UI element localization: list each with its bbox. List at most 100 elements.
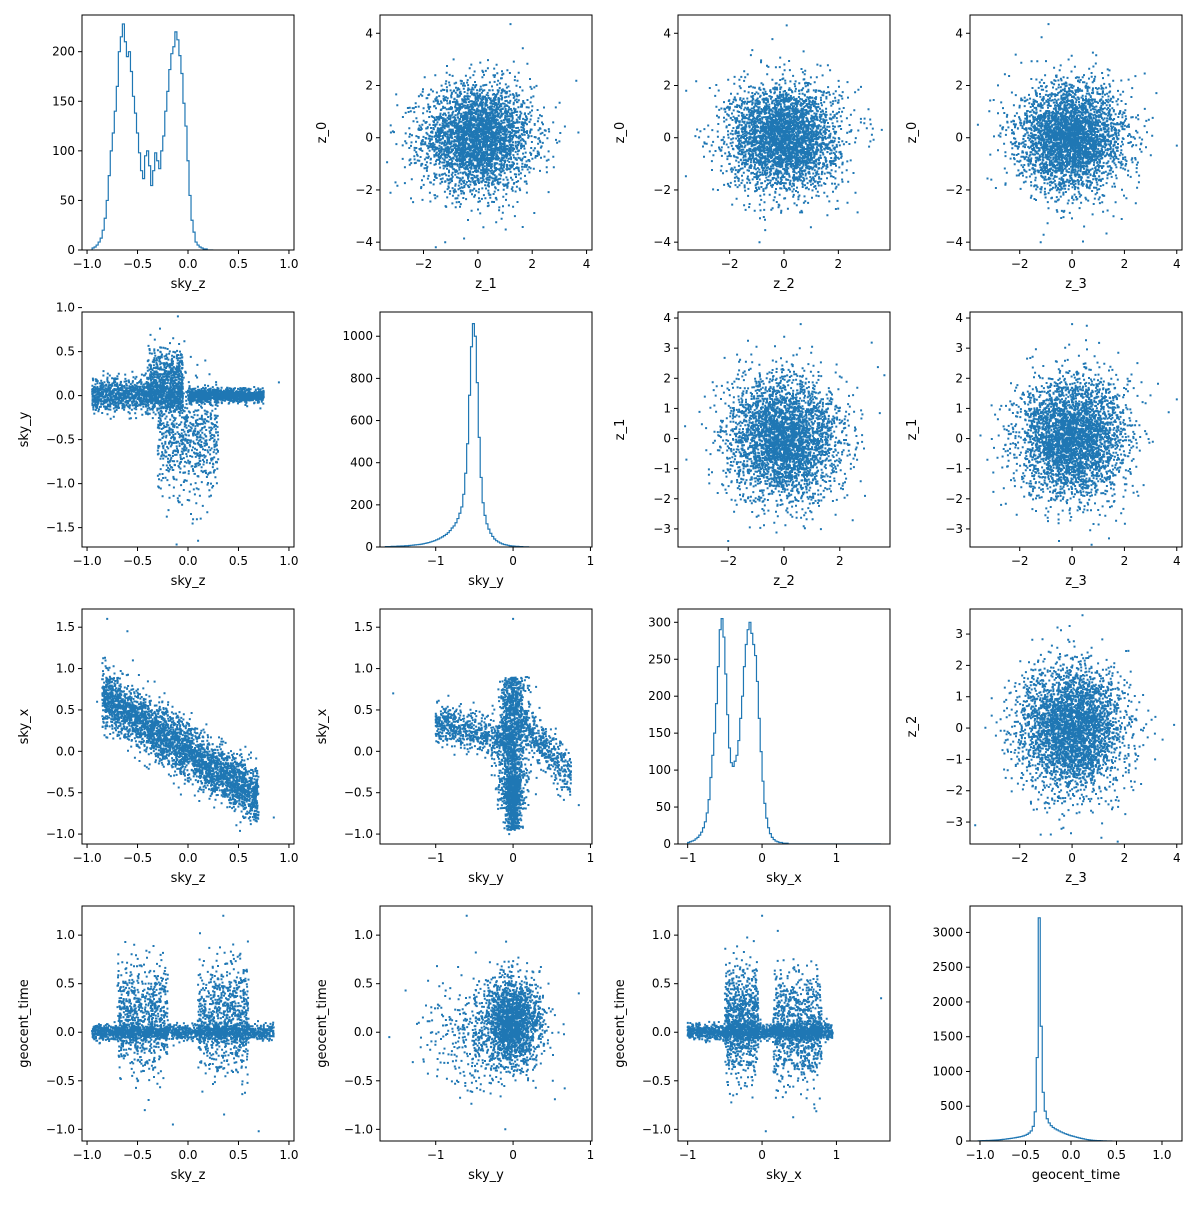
x-tick-label: −1 (427, 851, 445, 865)
x-axis-label: z_2 (773, 277, 795, 292)
subplot-p12: −2 0 2 −3 −2 −1 0 1 2 3 4 z_2 z_1 (613, 311, 891, 589)
x-tick-label: 1.0 (279, 554, 298, 568)
y-tick-label: 800 (350, 371, 373, 385)
x-tick-label: −0.5 (1011, 1148, 1040, 1162)
x-tick-label: 2 (1121, 257, 1129, 271)
x-tick-label: 1 (587, 554, 595, 568)
x-axis-label: sky_y (468, 574, 504, 589)
x-tick-label: 0 (758, 1148, 766, 1162)
y-tick-label: 0 (955, 1134, 963, 1148)
x-tick-label: −0.5 (123, 554, 152, 568)
y-axis-label: sky_y (17, 411, 32, 447)
plot-area (979, 323, 1178, 546)
y-tick-label: −4 (355, 235, 373, 249)
axes-frame (379, 608, 593, 845)
y-axis-label: geocent_time (613, 979, 628, 1068)
subplot-p33: −1.0 −0.5 0.0 0.5 1.0 0 500 1000 1500 2000 2500 300… (932, 905, 1183, 1183)
plot-area (684, 24, 883, 244)
y-tick-label: −1 (945, 462, 963, 476)
y-tick-label: 150 (52, 94, 75, 108)
x-axis-label: sky_y (468, 1168, 504, 1183)
y-axis-label: z_0 (613, 122, 628, 144)
x-tick-label: 0.5 (229, 554, 248, 568)
y-tick-label: −1.5 (46, 521, 75, 535)
x-tick-label: 0 (1068, 257, 1076, 271)
subplot-p20: −1.0 −0.5 0.0 0.5 1.0 −1.0 −0.5 0.0 0.5 1.0 1.5 sky… (17, 608, 298, 886)
y-axis-label: sky_x (315, 708, 330, 744)
x-axis-label: sky_z (171, 871, 206, 886)
x-axis-label: z_3 (1065, 871, 1087, 886)
x-axis-label: z_3 (1065, 277, 1087, 292)
x-tick-label: 1.0 (279, 851, 298, 865)
scatter-points (386, 23, 580, 249)
y-tick-label: 0.5 (354, 977, 373, 991)
x-tick-label: −1.0 (965, 1148, 994, 1162)
y-tick-label: 3 (955, 627, 963, 641)
y-tick-label: −3 (945, 815, 963, 829)
y-tick-label: 400 (350, 456, 373, 470)
axes-frame (969, 14, 1183, 251)
y-tick-label: 600 (350, 414, 373, 428)
y-tick-label: 0.0 (56, 1025, 75, 1039)
y-tick-label: 3000 (932, 925, 963, 939)
plot-area (91, 23, 214, 250)
y-tick-label: 1 (955, 401, 963, 415)
x-tick-label: 2 (1121, 851, 1129, 865)
x-tick-label: −2 (415, 257, 433, 271)
y-tick-label: 3 (663, 341, 671, 355)
x-tick-label: 4 (583, 257, 591, 271)
histogram-series (977, 917, 1113, 1141)
scatter-points (684, 323, 886, 547)
y-tick-label: 0.0 (354, 1025, 373, 1039)
x-tick-label: −1 (427, 1148, 445, 1162)
y-tick-label: −1 (945, 752, 963, 766)
subplot-p31: −1 0 1 −1.0 −0.5 0.0 0.5 1.0 sky_y geocent_time (315, 905, 594, 1183)
y-tick-label: 150 (648, 726, 671, 740)
subplot-p11: −1 0 1 0 200 400 600 800 1000 sky_y (342, 311, 595, 589)
scatter-points (684, 24, 883, 244)
x-tick-label: 1.0 (279, 1148, 298, 1162)
x-tick-label: 0.5 (1107, 1148, 1126, 1162)
x-tick-label: 2 (1121, 554, 1129, 568)
x-axis-label: z_3 (1065, 574, 1087, 589)
y-tick-label: 200 (52, 45, 75, 59)
subplot-p02: −2 0 2 −4 −2 0 2 4 z_2 z_0 (613, 14, 891, 292)
y-tick-label: 1 (955, 690, 963, 704)
x-tick-label: 4 (1173, 851, 1181, 865)
x-tick-label: 0 (1068, 851, 1076, 865)
axes-frame (677, 608, 891, 845)
axes-frame (969, 608, 1183, 845)
y-tick-label: 0 (663, 131, 671, 145)
y-tick-label: 2 (663, 79, 671, 93)
x-tick-label: 1 (587, 851, 595, 865)
y-tick-label: 1.5 (56, 620, 75, 634)
axes-frame (81, 905, 295, 1142)
scatter-points (388, 914, 580, 1131)
y-tick-label: 1 (663, 401, 671, 415)
axes-frame (379, 14, 593, 251)
plot-area (91, 315, 280, 546)
x-tick-label: −0.5 (123, 851, 152, 865)
x-tick-label: 2 (835, 257, 843, 271)
x-tick-label: 0 (780, 554, 788, 568)
plot-area (386, 23, 580, 249)
y-tick-label: 4 (663, 311, 671, 325)
subplot-p00: −1.0 −0.5 0.0 0.5 1.0 0 50 100 150 200 sky_z (52, 14, 298, 292)
x-tick-label: −2 (1011, 257, 1029, 271)
x-tick-label: 0.0 (178, 554, 197, 568)
axes-frame (969, 905, 1183, 1142)
y-tick-label: 300 (648, 615, 671, 629)
axes-frame (81, 608, 295, 845)
x-tick-label: −0.5 (123, 1148, 152, 1162)
plot-area (384, 322, 530, 547)
y-tick-label: −3 (653, 522, 671, 536)
y-tick-label: 1500 (932, 1030, 963, 1044)
y-tick-label: 50 (60, 193, 75, 207)
x-tick-label: 1.0 (1152, 1148, 1171, 1162)
y-tick-label: −0.5 (46, 786, 75, 800)
histogram-series (687, 618, 882, 844)
x-axis-label: geocent_time (1032, 1168, 1121, 1183)
y-tick-label: 2 (663, 371, 671, 385)
y-tick-label: 0 (67, 243, 75, 257)
